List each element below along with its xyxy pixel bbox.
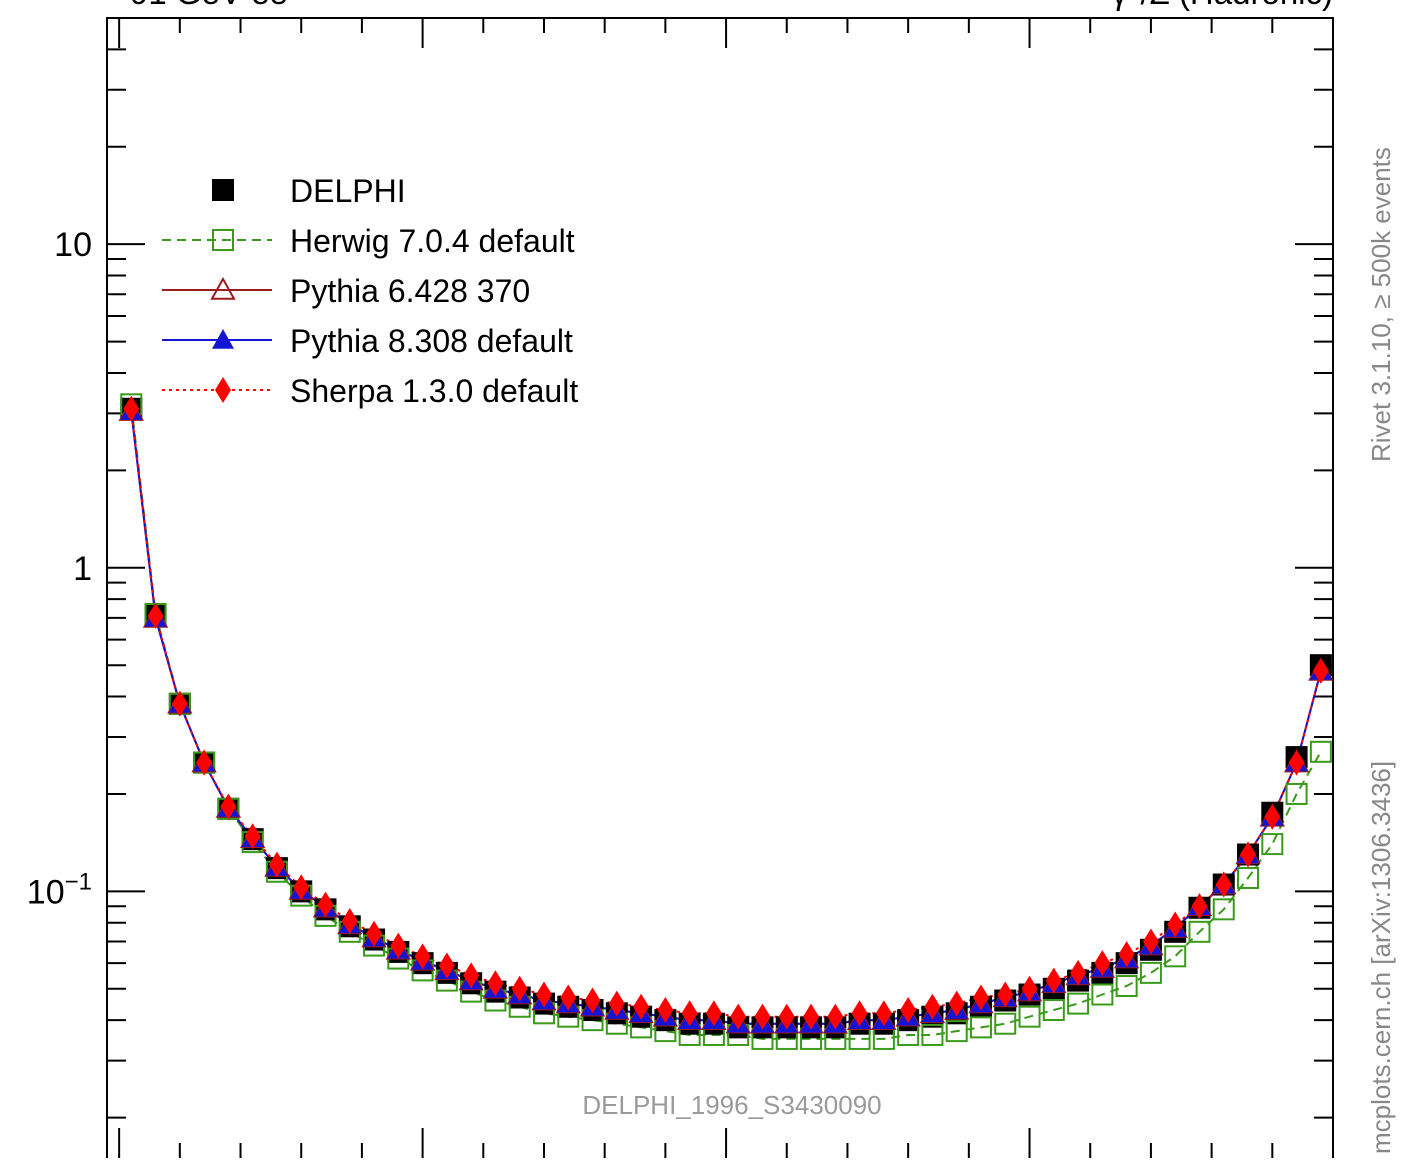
legend-label: Pythia 8.308 default [290,323,573,359]
data-marker-sherpa [1240,841,1257,868]
data-marker-sherpa [1142,928,1159,955]
data-marker-sherpa [633,993,650,1020]
data-marker-sherpa [875,1000,892,1027]
header-left-label: 91 GeV ee [130,0,288,11]
data-marker-sherpa [414,943,431,970]
data-marker-sherpa [778,1003,795,1030]
data-marker-sherpa [705,1000,722,1027]
data-marker-herwig [212,229,234,251]
data-marker-sherpa [366,920,383,947]
data-marker-pythia6 [210,276,236,300]
data-marker-sherpa [341,907,358,934]
data-marker-herwig [945,1020,968,1043]
data-marker-sherpa [317,891,334,918]
legend-label: Herwig 7.0.4 default [290,223,575,259]
data-marker-sherpa [215,377,231,403]
data-marker-sherpa [851,1000,868,1027]
data-marker-sherpa [1312,657,1329,684]
data-marker-sherpa [390,932,407,959]
data-marker-herwig [1237,866,1260,889]
data-marker-herwig [1091,983,1114,1006]
data-marker-sherpa [608,990,625,1017]
data-marker-sherpa [1288,749,1305,776]
data-marker-sherpa [997,981,1014,1008]
data-marker-sherpa [1070,959,1087,986]
data-marker-sherpa [1021,975,1038,1002]
rivet-version-label: Rivet 3.1.10, ≥ 500k events [1366,147,1396,462]
legend-label: Pythia 6.428 370 [290,273,530,309]
data-marker-herwig [1212,898,1235,921]
data-marker-sherpa [293,874,310,901]
y-tick-label: 10 [54,226,92,264]
data-marker-sherpa [123,395,140,422]
data-marker-sherpa [268,851,285,878]
data-marker-sherpa [1118,941,1135,968]
legend-label: DELPHI [290,173,406,209]
data-marker-herwig [1115,975,1138,998]
data-marker-sherpa [535,981,552,1008]
data-marker-sherpa [1215,871,1232,898]
mcplots-reference-label: mcplots.cern.ch [arXiv:1306.3436] [1366,761,1396,1154]
data-marker-sherpa [754,1003,771,1030]
data-marker-sherpa [827,1003,844,1030]
data-marker-sherpa [171,690,188,717]
data-marker-sherpa [511,975,528,1002]
data-marker-herwig [1309,740,1332,763]
data-marker-sherpa [487,970,504,997]
data-marker-sherpa [1264,803,1281,830]
data-marker-sherpa [1045,967,1062,994]
series-line-3 [130,410,1322,1025]
data-marker-herwig [1188,920,1211,943]
data-marker-sherpa [220,793,237,820]
data-marker-sherpa [463,962,480,989]
data-marker-herwig [994,1012,1017,1035]
data-marker-herwig [1018,1005,1041,1028]
data-marker-sherpa [560,984,577,1011]
data-marker-herwig [1067,992,1090,1015]
data-marker-delphi [212,179,234,201]
analysis-id-watermark: DELPHI_1996_S3430090 [582,1090,881,1120]
y-tick-label: 1 [73,550,92,588]
data-marker-sherpa [1094,950,1111,977]
data-marker-herwig [1139,961,1162,984]
data-marker-herwig [1042,998,1065,1021]
data-marker-sherpa [803,1003,820,1030]
data-marker-sherpa [657,996,674,1023]
data-marker-sherpa [584,987,601,1014]
data-marker-sherpa [972,984,989,1011]
data-marker-sherpa [147,602,164,629]
data-marker-herwig [921,1023,944,1046]
data-marker-sherpa [681,1000,698,1027]
data-marker-herwig [1285,782,1308,805]
data-marker-herwig [1261,833,1284,856]
data-marker-herwig [1164,945,1187,968]
series-line-4 [130,408,1322,1018]
header-right-label: γ*/Z (Hadronic) [1111,0,1333,11]
data-marker-sherpa [1191,893,1208,920]
data-marker-sherpa [244,823,261,850]
data-marker-sherpa [900,996,917,1023]
series-line-2 [130,410,1322,1025]
data-marker-sherpa [730,1003,747,1030]
y-tick-label: 10−1 [27,868,92,911]
data-marker-sherpa [438,952,455,979]
legend-label: Sherpa 1.3.0 default [290,373,578,409]
data-marker-sherpa [1167,911,1184,938]
data-marker-sherpa [196,749,213,776]
data-marker-pythia8 [212,329,234,349]
data-marker-herwig [969,1016,992,1039]
data-marker-sherpa [948,990,965,1017]
data-marker-sherpa [924,993,941,1020]
